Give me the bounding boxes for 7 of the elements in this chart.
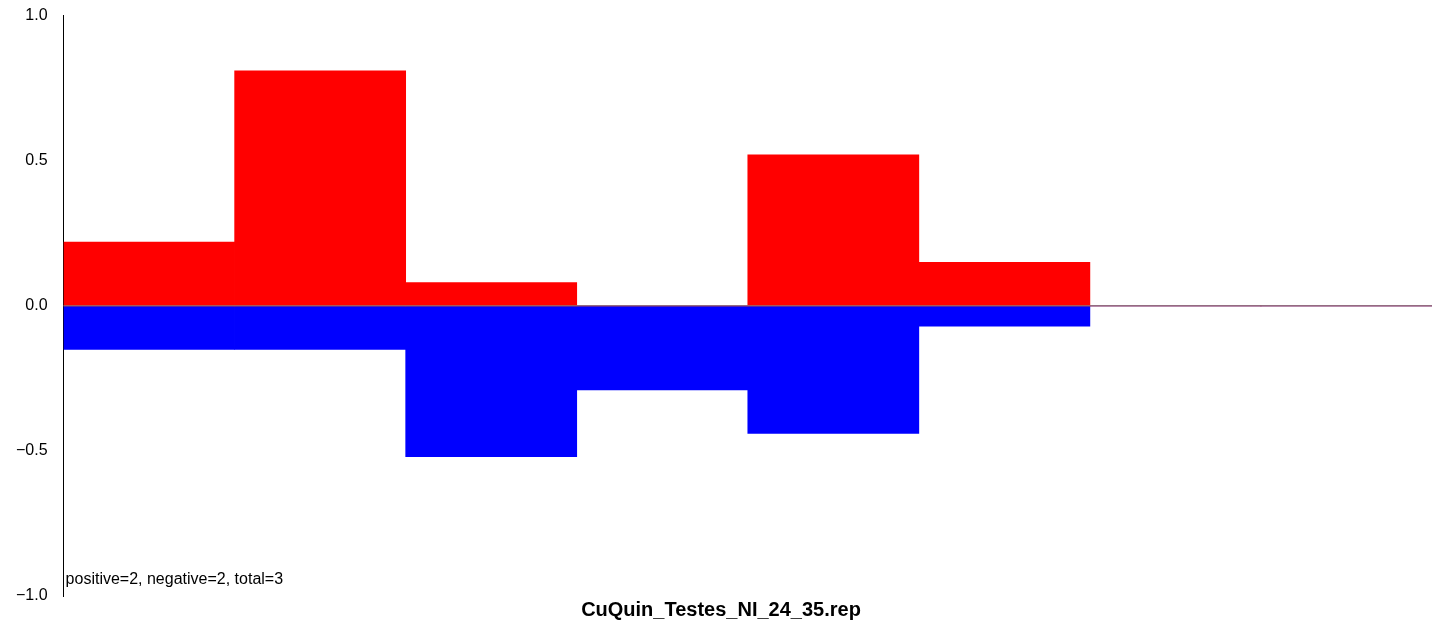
y-tick-label: 0.5 (25, 151, 48, 169)
y-tick-label: −0.5 (15, 441, 48, 459)
y-tick-label: 0.0 (25, 296, 48, 314)
y-tick-label: −1.0 (15, 586, 48, 604)
text: CuQuin_Testes_NI_24_35.rep (581, 597, 861, 620)
annotation: positive=2, negative=2, total=3 (65, 570, 284, 587)
y-tick-label: 1.0 (25, 6, 48, 24)
